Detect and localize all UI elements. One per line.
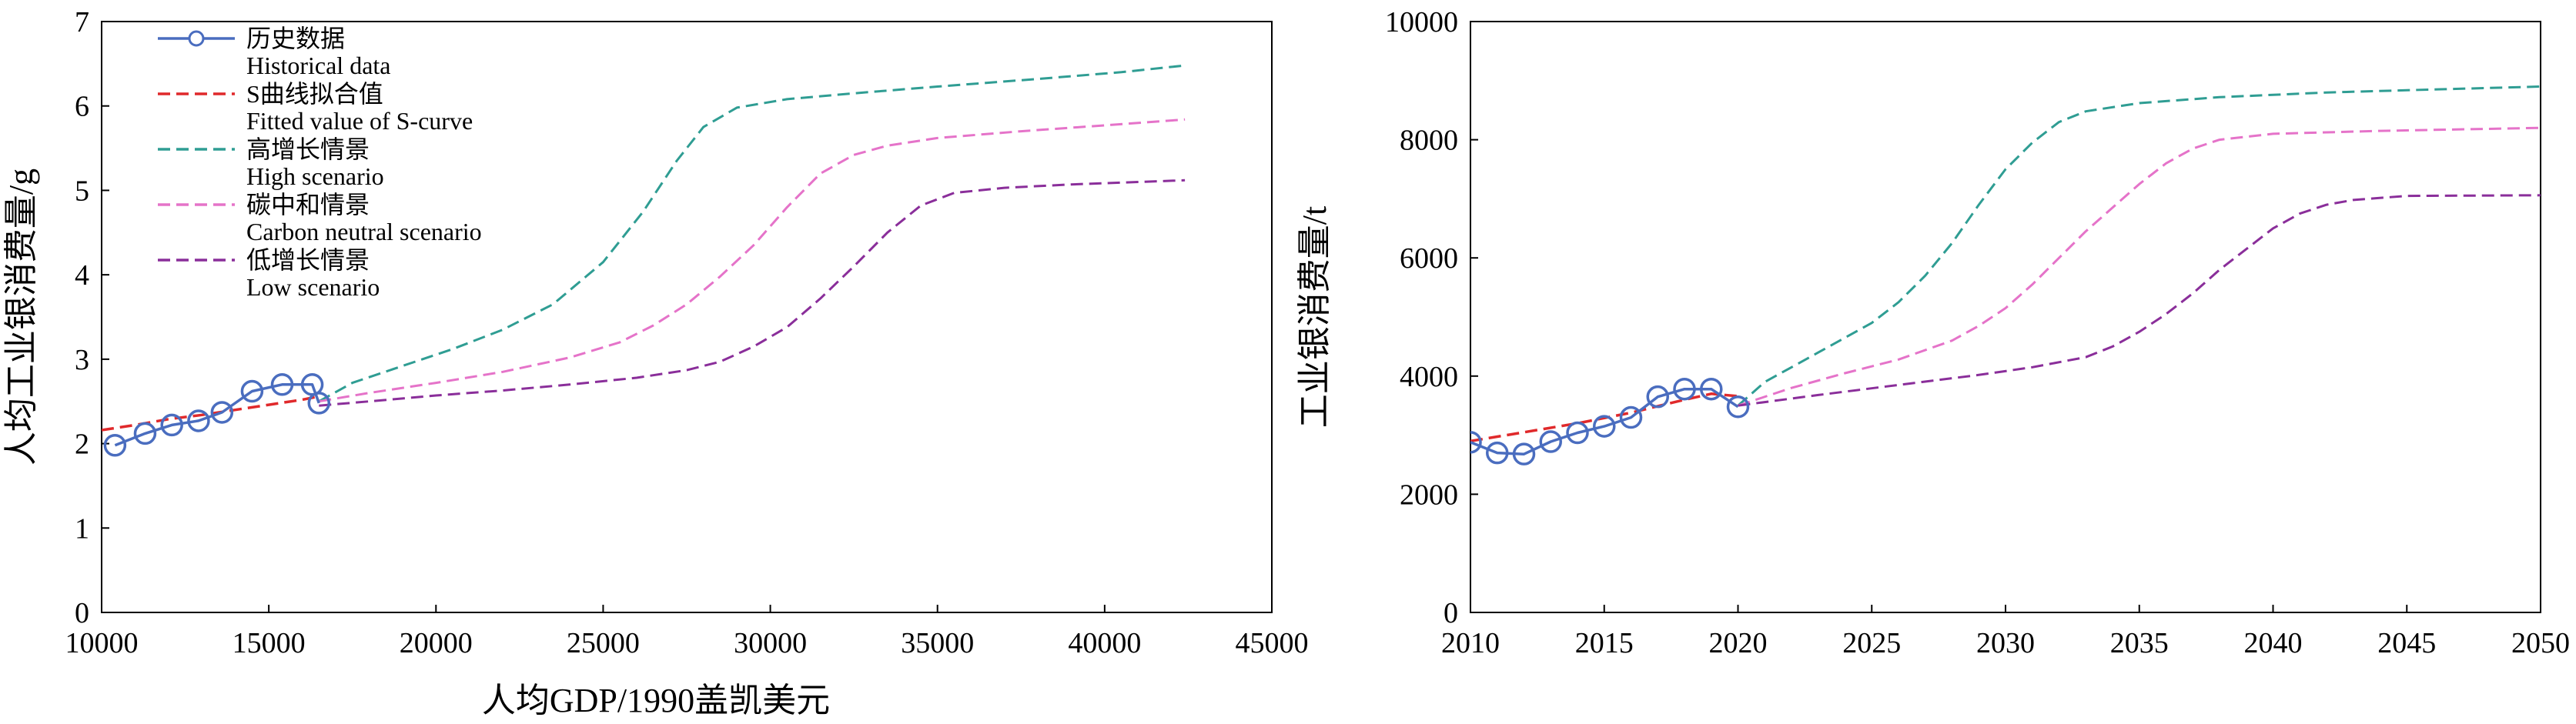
y-tick-label: 6000 [1400,242,1458,275]
x-axis-title: 人均GDP/1990盖凯美元 [482,682,830,719]
historical-point [1673,377,1696,401]
x-tick-label: 30000 [734,627,807,659]
historical-point [1619,405,1643,429]
x-tick-label: 10000 [65,627,139,659]
historical-point [1593,415,1616,438]
historical-point [1470,431,1482,454]
historical-point [300,373,324,396]
x-tick-label: 2045 [2377,627,2436,659]
y-tick-label: 0 [1444,597,1458,629]
historical-point [133,422,157,445]
historical-point [103,434,127,457]
x-tick-label: 45000 [1236,627,1309,659]
legend-label: S曲线拟合值 [246,80,383,108]
series-line-carbon-neutral [319,118,1186,403]
historical-point [307,392,331,415]
legend-label-en: High scenario [246,162,384,190]
x-tick-label: 2030 [1976,627,2035,659]
x-tick-label: 2050 [2511,627,2570,659]
y-tick-label: 1 [75,512,89,545]
plot-frame [1470,21,2541,613]
x-tick-label: 2040 [2244,627,2303,659]
y-tick-label: 5 [75,175,89,207]
y-axis-title: 人均工业银消费量/g [2,168,40,465]
legend-marker [188,30,205,47]
x-tick-label: 2035 [2110,627,2169,659]
x-tick-label: 15000 [233,627,306,659]
historical-point [1539,430,1562,453]
legend-label-en: Low scenario [246,273,380,301]
series-line-high [318,64,1186,403]
legend-label: 碳中和情景 [246,191,370,219]
series-line-low [1738,194,2541,407]
historical-point [1726,395,1750,419]
right-chart: 2010 2015 2020 2025 2030 2035 2040 2045 2050 0 200… [1296,6,2570,659]
series-group [102,64,1186,457]
historical-point [160,413,183,437]
series-line-fitted [1470,392,1738,443]
legend-label-en: Carbon neutral scenario [246,218,482,245]
x-tick-label: 40000 [1068,627,1141,659]
historical-point [270,373,294,396]
y-tick-label: 4 [75,259,89,292]
y-tick-label: 6 [75,91,89,123]
series-group [1470,85,2541,465]
y-tick-label: 7 [75,6,89,38]
x-tick-label: 2020 [1709,627,1768,659]
historical-point [1646,385,1669,409]
x-tick-label: 35000 [901,627,974,659]
y-tick-label: 8000 [1400,125,1458,157]
historical-point [1486,441,1509,465]
historical-point [1566,421,1589,445]
y-tick-label: 10000 [1385,6,1458,38]
x-tick-label: 2010 [1441,627,1500,659]
legend-label-en: Fitted value of S-curve [246,107,473,135]
historical-point [1700,377,1723,401]
y-axis-title: 工业银消费量/t [1296,206,1333,428]
left-chart: 10000 15000 20000 25000 30000 35000 40000 45000… [2,6,1309,719]
legend-label-en: Historical data [246,52,390,79]
historical-point [1512,442,1536,465]
legend-label: 高增长情景 [246,135,370,163]
x-tick-label: 2025 [1842,627,1901,659]
legend-label: 低增长情景 [246,246,370,274]
y-tick-label: 0 [75,597,89,629]
historical-point [187,409,210,432]
series-line-low [319,178,1186,407]
y-tick-label: 4000 [1400,361,1458,393]
historical-point [210,401,234,424]
historical-point [240,379,264,403]
series-line-high [1737,85,2541,407]
y-tick-label: 2 [75,429,89,461]
x-tick-label: 20000 [400,627,473,659]
y-tick-label: 3 [75,344,89,376]
x-tick-label: 25000 [567,627,640,659]
plot-frame [101,21,1273,613]
y-tick-label: 2000 [1400,479,1458,511]
series-line-fitted [102,395,319,432]
legend-label: 历史数据 [246,25,345,52]
x-tick-label: 2015 [1575,627,1634,659]
series-line-carbon-neutral [1738,126,2541,407]
